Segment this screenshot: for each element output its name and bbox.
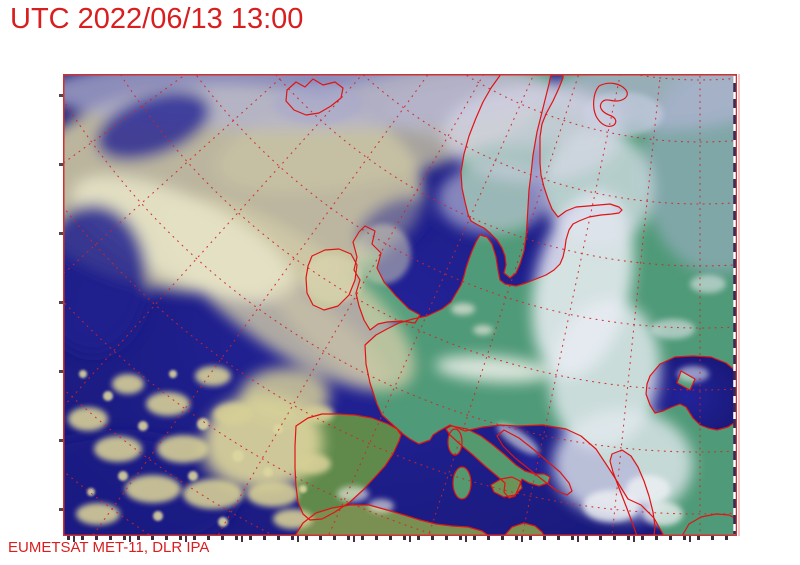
latlon-grid-overlay	[63, 74, 737, 536]
frame-border	[63, 74, 737, 536]
right-outer-line	[738, 74, 740, 536]
left-axis-ticks	[59, 94, 63, 536]
attribution-caption: EUMETSAT MET-11, DLR IPA	[8, 539, 210, 556]
timestamp-title: UTC 2022/06/13 13:00	[10, 3, 304, 35]
satellite-image	[63, 74, 737, 536]
cloud-layer	[63, 74, 737, 536]
